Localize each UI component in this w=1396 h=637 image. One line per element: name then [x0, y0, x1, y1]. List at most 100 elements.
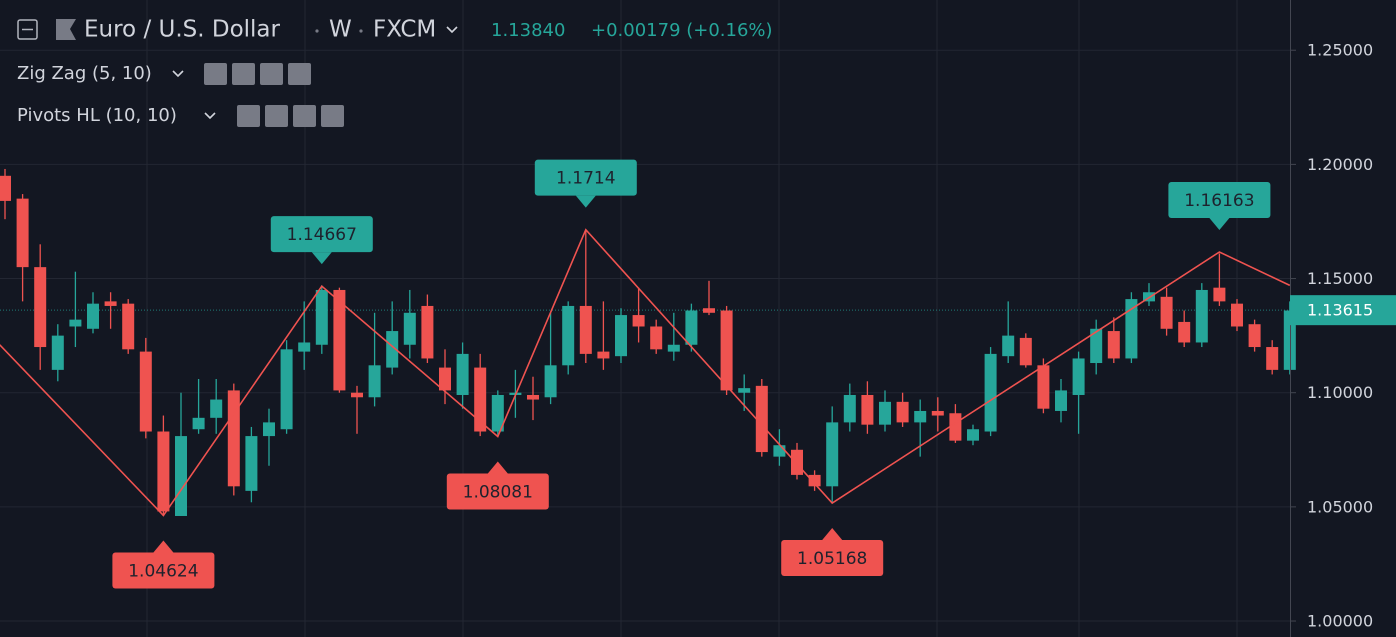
pivot-label: 1.05168 [781, 528, 884, 577]
candle-body [861, 394, 874, 425]
pivot-label: 1.14667 [270, 216, 373, 265]
candle-body [879, 401, 891, 425]
pivot-value: 1.16163 [1184, 191, 1254, 211]
grid [0, 0, 1290, 637]
pivot-arrow [575, 195, 596, 208]
pivot-value: 1.04624 [128, 561, 198, 581]
candle-body [175, 436, 187, 516]
pivot-label: 1.08081 [446, 461, 549, 510]
indicator-button[interactable] [232, 63, 255, 85]
candle-body [1213, 287, 1226, 302]
candle-body [263, 422, 275, 437]
last-price-label: 1.13615 [1307, 301, 1373, 320]
candle-body [1160, 296, 1173, 329]
candle-body [245, 436, 258, 491]
candle-body [896, 401, 909, 423]
pivot-box [781, 540, 884, 577]
y-tick-label: 1.10000 [1307, 383, 1373, 402]
pivot-arrow [311, 252, 332, 265]
indicator-button[interactable] [260, 63, 283, 85]
candle-body [1178, 321, 1191, 343]
last-price-box [1290, 295, 1396, 326]
candle-body [315, 289, 328, 345]
candle-body [914, 410, 927, 423]
indicator-button[interactable] [321, 105, 344, 127]
candle-body [157, 431, 170, 512]
pivot-value: 1.08081 [463, 483, 533, 503]
candle-body [755, 385, 768, 453]
candle-body [439, 367, 451, 391]
collapse-button[interactable] [17, 19, 38, 40]
indicator-name[interactable]: Pivots HL (10, 10) [17, 105, 177, 126]
candle-body [667, 344, 680, 352]
candle-body [491, 394, 504, 432]
candle-body [562, 305, 575, 366]
chevron[interactable] [446, 26, 458, 34]
candle-body [791, 449, 803, 475]
candle-body [351, 392, 363, 398]
indicator-button[interactable] [293, 105, 316, 127]
pivot-arrow [1209, 217, 1230, 230]
candle-body [1055, 390, 1067, 411]
pivot-box [446, 473, 549, 510]
candle-body [773, 445, 786, 457]
candle-body [1195, 289, 1208, 343]
pivot-box [534, 159, 637, 196]
candle-body [139, 351, 152, 432]
chevron[interactable] [172, 70, 184, 78]
pivot-box [270, 216, 373, 253]
candle-body [0, 175, 11, 201]
flag-icon[interactable] [56, 19, 76, 40]
candle-body [87, 303, 99, 329]
candle-body [1283, 310, 1296, 370]
last-price: 1.13840 [491, 20, 565, 41]
y-tick-label: 1.25000 [1307, 41, 1373, 60]
y-tick-label: 1.15000 [1307, 269, 1373, 288]
pivot-label: 1.1714 [534, 159, 637, 208]
pivot-value: 1.1714 [556, 169, 615, 189]
zigzag-line [0, 228, 1291, 517]
candle-body [931, 410, 944, 416]
candle-body [720, 310, 733, 391]
price-axis: 1.25000 1.20000 1.15000 1.10000 1.05000 1.000… [1290, 41, 1396, 631]
indicator-name[interactable]: Zig Zag (5, 10) [17, 63, 152, 84]
separator [315, 29, 319, 33]
candle-body [527, 394, 539, 400]
candle-body [615, 315, 627, 357]
candle-body [808, 474, 821, 487]
pivot-label: 1.16163 [1168, 181, 1271, 230]
y-tick-label: 1.20000 [1307, 155, 1373, 174]
candle-body [192, 417, 205, 430]
candle-body [544, 365, 557, 398]
candle-body [1002, 335, 1015, 357]
separator [359, 29, 363, 33]
candle-body [280, 349, 293, 430]
candle-body [967, 429, 979, 441]
candle-body [403, 312, 416, 345]
pivot-arrow [822, 528, 843, 541]
candle-body [69, 319, 82, 327]
candle-body [1090, 328, 1103, 364]
candle-body [421, 305, 434, 359]
candle-body [1231, 303, 1243, 327]
candle-body [703, 308, 715, 313]
candle-body [949, 413, 962, 441]
candle-body [1248, 324, 1261, 348]
candle-body [1037, 365, 1050, 409]
indicator-button[interactable] [237, 105, 260, 127]
indicator-button[interactable] [288, 63, 311, 85]
candle-body [826, 422, 839, 487]
candle-body [650, 326, 663, 350]
pivot-value: 1.05168 [797, 549, 867, 569]
chevron[interactable] [204, 112, 216, 120]
candle-body [632, 315, 645, 327]
indicator-buttons [204, 63, 344, 127]
pivot-arrow [487, 461, 508, 474]
indicator-button[interactable] [265, 105, 288, 127]
indicator-button[interactable] [204, 63, 227, 85]
y-tick-label: 1.00000 [1307, 612, 1373, 631]
candle-body [368, 365, 381, 398]
candle-body [1072, 358, 1085, 395]
candle-body [386, 331, 399, 368]
